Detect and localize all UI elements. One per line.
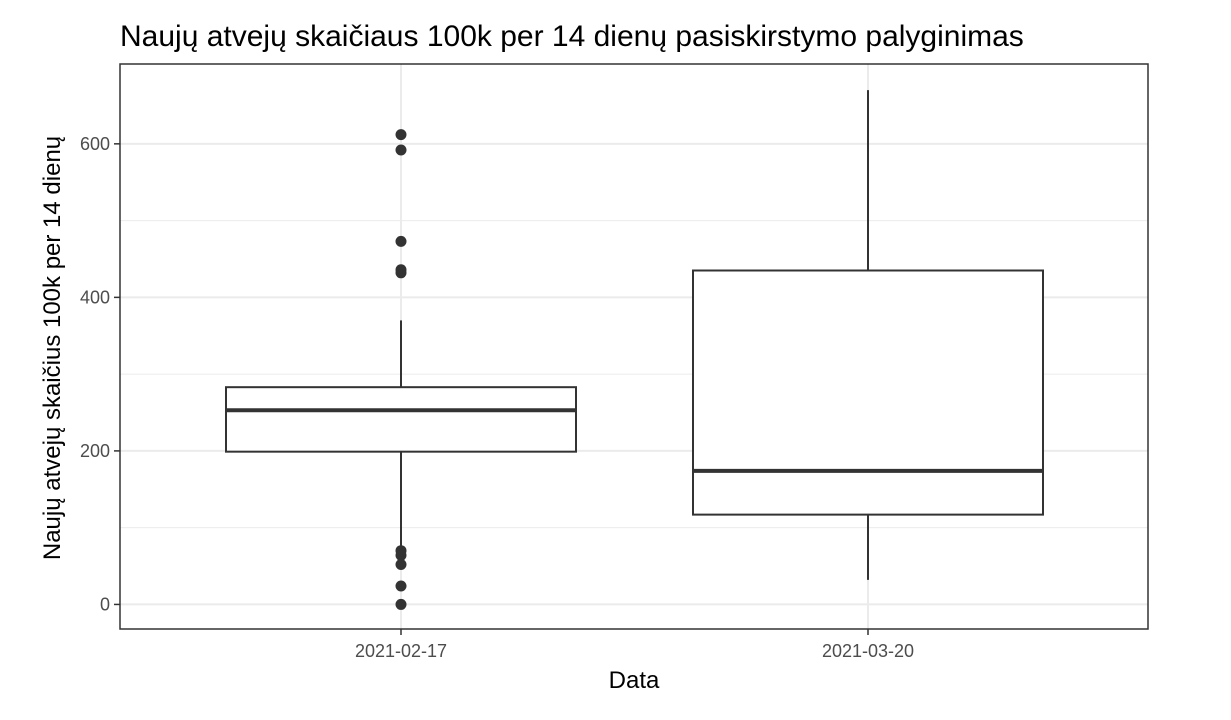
y-tick-label: 200 bbox=[80, 441, 110, 461]
y-tick-label: 600 bbox=[80, 134, 110, 154]
outlier-point bbox=[395, 144, 407, 156]
plot-area bbox=[225, 90, 1044, 610]
chart-title: Naujų atvejų skaičiaus 100k per 14 dienų… bbox=[120, 20, 1024, 53]
outlier-point bbox=[395, 129, 407, 141]
x-tick-label: 2021-02-17 bbox=[355, 641, 447, 661]
x-axis-title: Data bbox=[609, 667, 660, 694]
box-iqr bbox=[692, 269, 1044, 516]
y-tick-label: 400 bbox=[80, 287, 110, 307]
outlier-point bbox=[395, 235, 407, 247]
axes: 0 200 400 600 2021-02-17 2021-03-20 bbox=[80, 134, 914, 661]
panel-border bbox=[119, 63, 1149, 630]
outlier-point bbox=[395, 549, 407, 561]
outlier-point bbox=[395, 559, 407, 571]
y-tick-label: 0 bbox=[100, 594, 110, 614]
x-tick-label: 2021-03-20 bbox=[822, 641, 914, 661]
outlier-point bbox=[395, 598, 407, 610]
outlier-point bbox=[395, 267, 407, 279]
y-axis-title: Naujų atvejų skaičius 100k per 14 dienų bbox=[39, 136, 66, 560]
outlier-point bbox=[395, 580, 407, 592]
box-iqr bbox=[225, 386, 577, 453]
